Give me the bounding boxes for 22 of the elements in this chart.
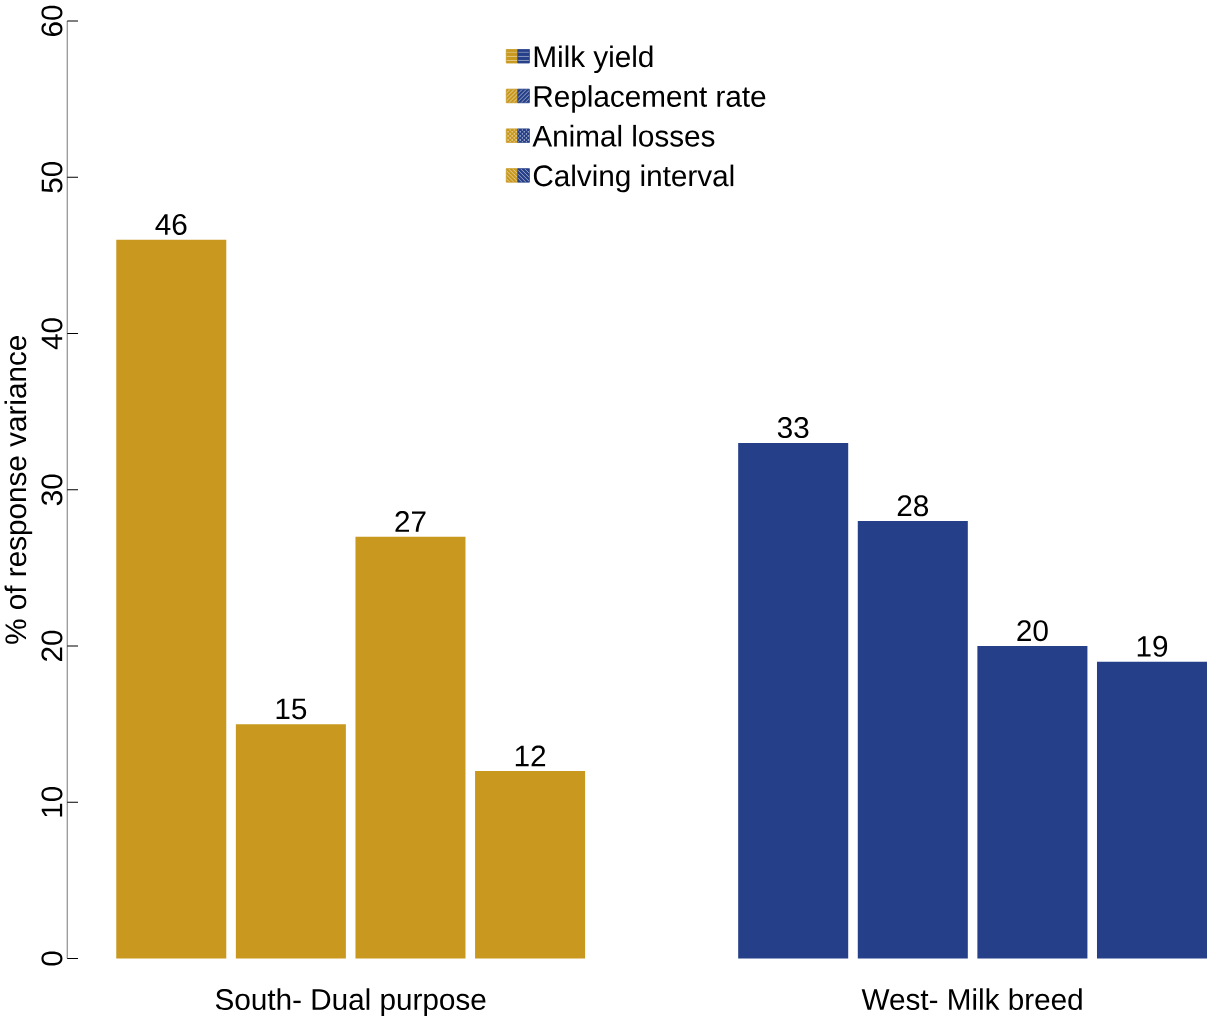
y-tick-label: 0 [41,951,63,966]
y-tick-label: 30 [41,474,63,505]
data-label: 15 [276,698,307,720]
y-tick-label: 40 [41,317,63,350]
data-label: 33 [777,416,809,438]
data-label: 27 [395,510,426,532]
x-tick-label: West- Milk breed [861,988,1082,1010]
data-label: 20 [1017,619,1048,642]
y-axis-title: % of response variance [4,335,33,644]
y-tick-label: 50 [41,161,63,193]
data-label: 46 [155,213,187,235]
legend-label: Animal losses [532,124,715,147]
y-tick-label: 20 [41,630,63,661]
legend-label: Milk yield [534,45,653,73]
legend-label: Replacement rate [534,84,766,113]
data-label: 28 [897,494,929,517]
legend-label: Calving interval [533,164,734,193]
x-tick-label: South- Dual purpose [215,988,486,1016]
data-label: 12 [515,745,546,767]
y-tick-label: 10 [41,786,63,817]
data-label: 19 [1137,635,1168,657]
y-tick-label: 60 [41,5,63,36]
